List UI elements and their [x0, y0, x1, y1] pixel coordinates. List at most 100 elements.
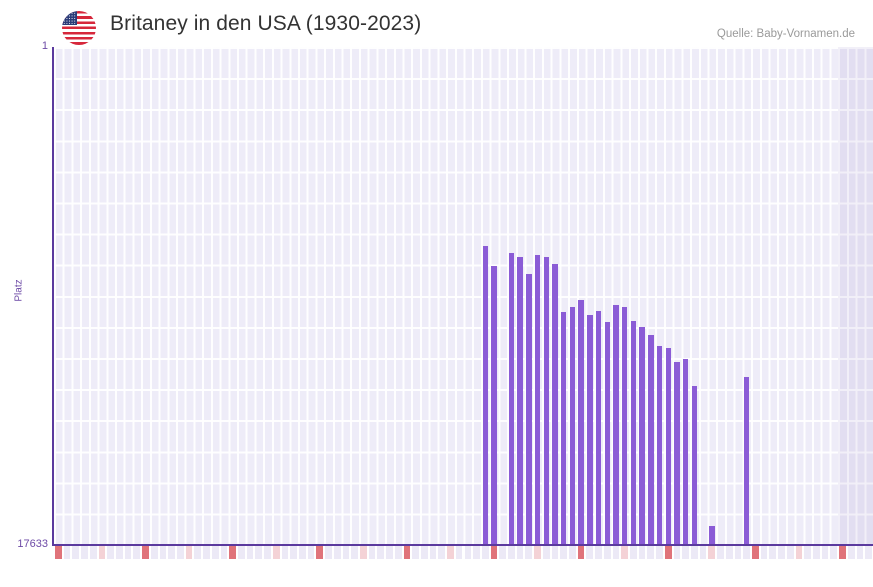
bar-series: [54, 47, 873, 545]
x-axis-tick-cell: [72, 546, 80, 559]
x-axis-tick-cell: [55, 546, 62, 559]
x-axis-tick-cell: [403, 546, 411, 559]
x-axis-tick-cell: [185, 546, 193, 559]
x-axis-tick-cell: [708, 546, 716, 559]
x-axis-tick-cell: [612, 546, 620, 559]
bar: [613, 305, 619, 545]
x-axis-tick-cell: [281, 546, 289, 559]
x-axis-tick-cell: [351, 546, 358, 559]
x-axis-tick-cell: [290, 546, 297, 559]
x-axis-tick-cell: [325, 546, 332, 559]
bar: [587, 315, 593, 545]
x-axis-tick-cell: [534, 546, 541, 559]
x-axis-tick-cell: [804, 546, 811, 559]
x-axis-tick-cell: [569, 546, 576, 559]
bar: [639, 326, 645, 545]
x-axis-tick-cell: [865, 546, 872, 559]
x-axis-tick-cell: [420, 546, 428, 559]
x-axis-tick-cell: [298, 546, 306, 559]
x-axis-tick-cell: [743, 546, 750, 559]
x-axis-tick-cell: [168, 546, 175, 559]
x-axis-tick-cell: [203, 546, 210, 559]
x-axis-tick-cell: [621, 546, 629, 559]
x-axis-tick-cell: [760, 546, 768, 559]
x-axis-tick-cell: [839, 546, 846, 559]
x-axis-tick-cell: [447, 546, 454, 559]
x-axis-tick-cell: [551, 546, 559, 559]
x-axis-tick-cell: [307, 546, 315, 559]
bar: [656, 346, 663, 545]
x-axis-tick-cell: [795, 546, 803, 559]
source-attribution: Quelle: Baby-Vornamen.de: [716, 28, 855, 40]
y-axis-title: Platz: [13, 279, 25, 302]
plot-area: [54, 47, 873, 545]
y-axis-max-label: 1: [41, 40, 48, 52]
page-title: Britaney in den USA (1930-2023): [110, 12, 422, 35]
x-axis-tick-cell: [124, 546, 132, 559]
x-axis-tick-cell: [778, 546, 785, 559]
bar: [621, 306, 628, 545]
x-axis-tick-cell: [333, 546, 341, 559]
x-axis-tick-cell: [516, 546, 524, 559]
x-axis-tick-cell: [830, 546, 838, 559]
x-axis-tick-cell: [429, 546, 437, 559]
x-axis-tick-cell: [542, 546, 550, 559]
x-axis-tick-cell: [342, 546, 350, 559]
x-axis-tick-cell: [89, 546, 97, 559]
x-axis-tick-cell: [813, 546, 820, 559]
x-axis-tick-cell: [656, 546, 663, 559]
x-axis-tick-cell: [438, 546, 446, 559]
x-axis-tick-cell: [682, 546, 690, 559]
x-axis-tick-cell: [734, 546, 742, 559]
chart-header: Britaney in den USA (1930-2023) Quelle: …: [0, 0, 873, 45]
bar: [517, 257, 523, 545]
bar: [595, 311, 602, 545]
x-axis-tick-cell: [473, 546, 480, 559]
x-axis-tick-cell: [699, 546, 707, 559]
x-axis-tick-cell: [717, 546, 724, 559]
bar: [630, 320, 637, 545]
us-flag-icon: [62, 11, 96, 45]
x-axis-tick-cell: [142, 546, 149, 559]
bar: [578, 299, 584, 545]
x-axis-tick-cell: [769, 546, 777, 559]
x-axis-tick-labels: [0, 560, 873, 587]
bar: [526, 274, 532, 545]
x-axis-tick-cell: [560, 546, 568, 559]
x-axis-tick-cell: [691, 546, 698, 559]
x-axis-tick-cell: [316, 546, 324, 559]
x-axis-tick-cell: [237, 546, 245, 559]
x-axis-tick-cell: [81, 546, 88, 559]
x-axis-tick-cell: [159, 546, 167, 559]
x-axis-tick-cell: [525, 546, 533, 559]
x-axis-tick-cell: [272, 546, 280, 559]
x-axis-tick-cell: [586, 546, 594, 559]
bar: [569, 306, 576, 545]
x-axis-tick-strip: [54, 546, 873, 559]
bar: [665, 347, 671, 545]
x-axis-tick-cell: [752, 546, 759, 559]
x-axis-tick-cell: [464, 546, 472, 559]
x-axis-tick-cell: [412, 546, 419, 559]
bar: [543, 257, 549, 545]
x-axis-tick-cell: [368, 546, 376, 559]
x-axis-tick-cell: [499, 546, 507, 559]
x-axis-tick-cell: [603, 546, 611, 559]
x-axis-tick-cell: [481, 546, 489, 559]
bar: [648, 335, 654, 545]
x-axis-tick-cell: [220, 546, 228, 559]
x-axis-tick-cell: [630, 546, 637, 559]
x-axis-line: [52, 544, 873, 546]
bar: [534, 254, 541, 545]
bar: [709, 525, 715, 545]
x-axis-tick-cell: [377, 546, 385, 559]
bar: [552, 264, 558, 545]
bar: [491, 265, 497, 545]
x-axis-tick-cell: [786, 546, 794, 559]
x-axis-tick-cell: [176, 546, 184, 559]
x-axis-tick-cell: [115, 546, 123, 559]
x-axis-tick-cell: [264, 546, 271, 559]
y-axis-min-label: 17633: [17, 538, 48, 550]
x-axis-tick-cell: [647, 546, 655, 559]
bar: [682, 359, 689, 545]
